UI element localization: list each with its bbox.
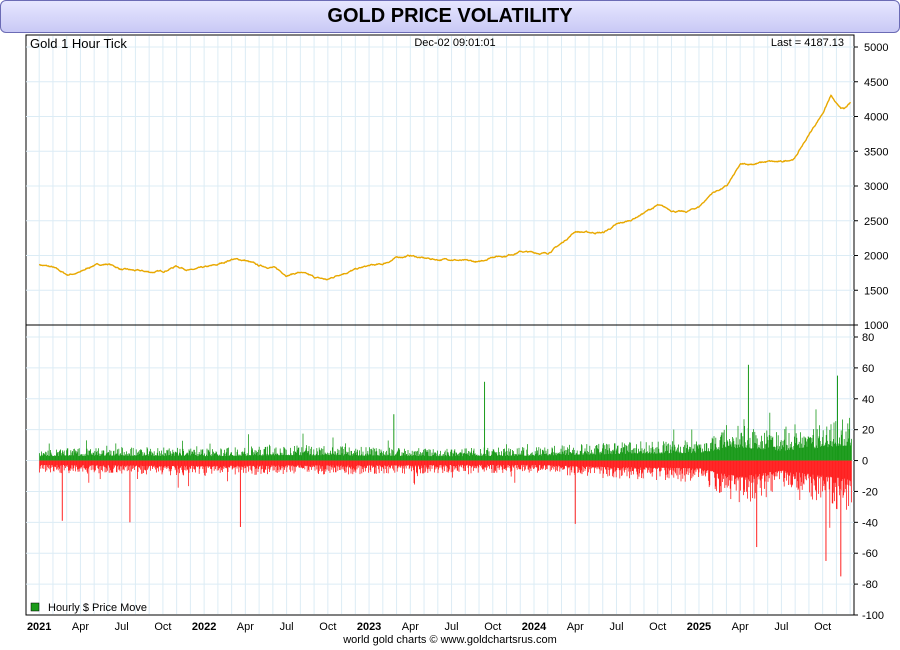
x-tick-label: Apr <box>237 621 254 633</box>
timestamp: Dec-02 09:01:01 <box>414 37 495 49</box>
x-tick-label: Oct <box>484 621 501 633</box>
x-tick-label: Jul <box>445 621 459 633</box>
x-tick-label: Oct <box>814 621 831 633</box>
volatility-tick-label: 0 <box>862 456 868 468</box>
chart-title: GOLD PRICE VOLATILITY <box>0 0 900 33</box>
last-value: Last = 4187.13 <box>771 37 844 49</box>
price-tick-label: 3500 <box>864 146 888 158</box>
x-tick-label: Oct <box>649 621 666 633</box>
x-tick-label: Jul <box>280 621 294 633</box>
volatility-bars <box>39 364 852 577</box>
volatility-tick-label: -20 <box>862 486 878 498</box>
x-tick-label: Oct <box>319 621 336 633</box>
legend-swatch <box>30 602 40 612</box>
y-tick-labels: 1000 1500 2000 2500 3000 3500 4000 4500 5000 -100… <box>854 42 888 622</box>
price-tick-label: 2500 <box>864 216 888 228</box>
price-line-layer <box>38 94 852 281</box>
x-tick-label: 2023 <box>357 621 381 633</box>
volatility-tick-label: -100 <box>862 610 884 622</box>
x-tick-label: 2025 <box>687 621 711 633</box>
x-tick-labels: 2021 Apr Jul Oct 2022 Apr Jul Oct 2023 Apr Jul Oct 2… <box>27 621 831 633</box>
volatility-tick-label: 20 <box>862 425 874 437</box>
price-tick-label: 3000 <box>864 181 888 193</box>
price-tick-label: 4000 <box>864 112 888 124</box>
volatility-tick-label: 80 <box>862 332 874 344</box>
series-label: Gold 1 Hour Tick <box>30 36 127 51</box>
x-tick-label: 2022 <box>192 621 216 633</box>
x-tick-label: Jul <box>609 621 623 633</box>
volatility-tick-label: -60 <box>862 548 878 560</box>
price-tick-label: 1500 <box>864 285 888 297</box>
x-tick-label: Jul <box>115 621 129 633</box>
x-tick-label: Apr <box>72 621 89 633</box>
price-tick-label: 5000 <box>864 42 888 54</box>
footer-credit: world gold charts © www.goldchartsrus.co… <box>342 634 557 646</box>
price-tick-label: 1000 <box>864 320 888 332</box>
x-tick-label: Oct <box>154 621 171 633</box>
price-line <box>38 94 852 281</box>
x-tick-label: Apr <box>567 621 584 633</box>
volatility-tick-label: -40 <box>862 517 878 529</box>
volatility-tick-label: 60 <box>862 363 874 375</box>
volatility-tick-label: 40 <box>862 394 874 406</box>
x-tick-label: Apr <box>732 621 749 633</box>
x-tick-label: Apr <box>402 621 419 633</box>
price-tick-label: 2000 <box>864 251 888 263</box>
x-tick-label: 2024 <box>522 621 547 633</box>
x-tick-label: Jul <box>774 621 788 633</box>
price-tick-label: 4500 <box>864 77 888 89</box>
x-tick-label: 2021 <box>27 621 51 633</box>
legend-label: Hourly $ Price Move <box>48 602 147 614</box>
volatility-tick-label: -80 <box>862 579 878 591</box>
